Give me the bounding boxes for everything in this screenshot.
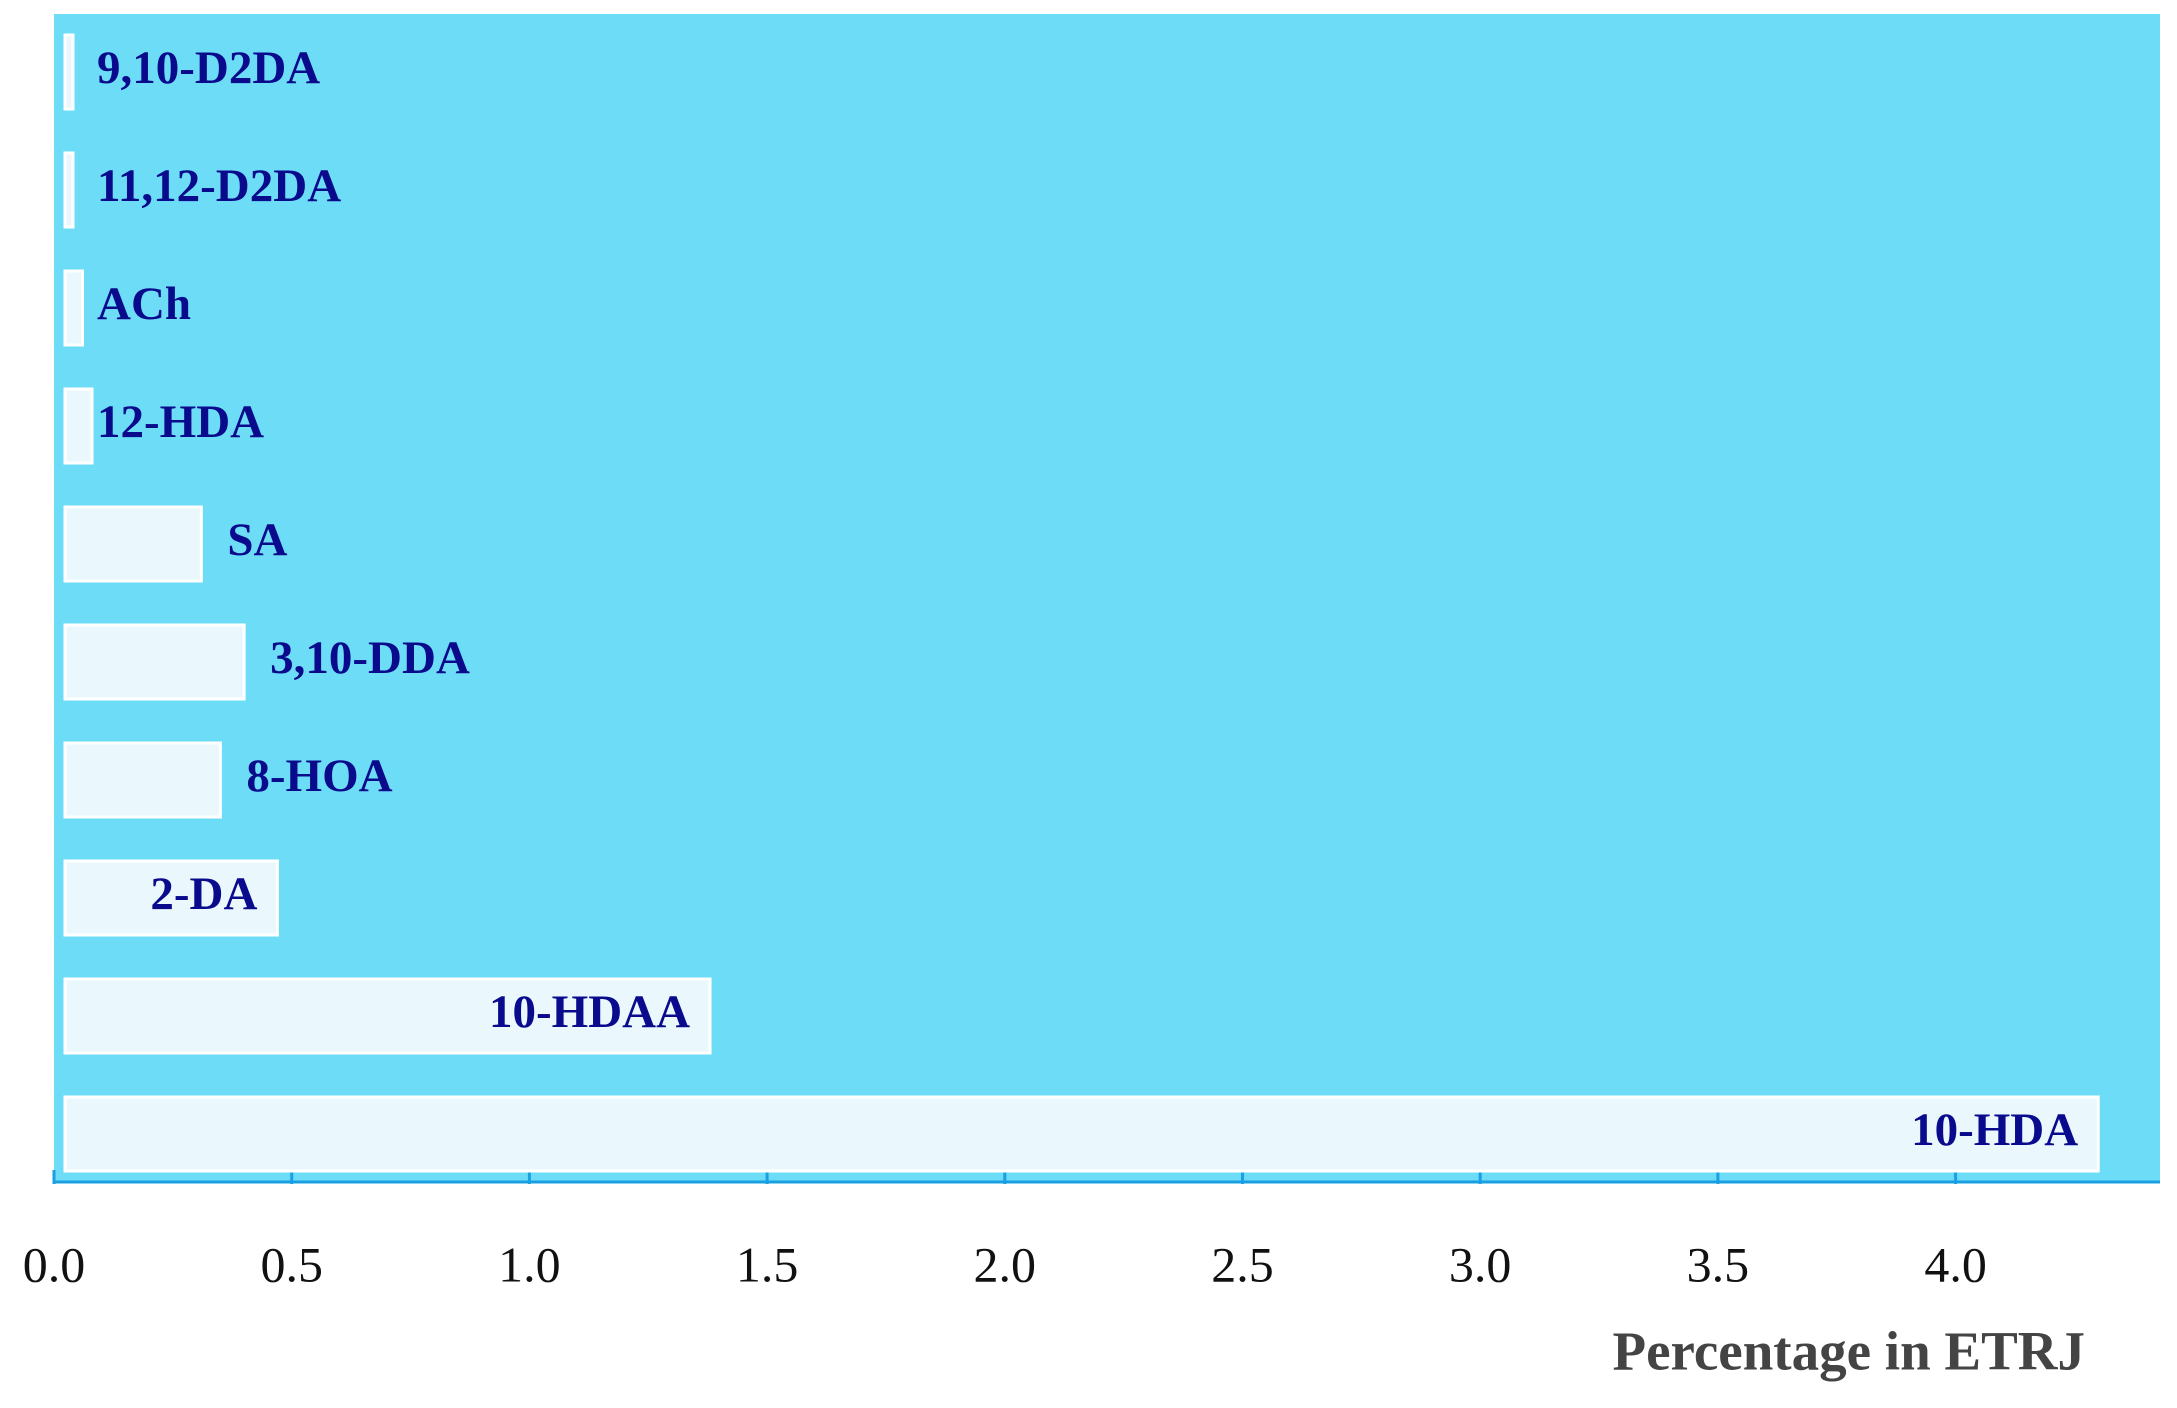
bar-label: SA <box>227 514 287 566</box>
bar <box>63 977 712 1055</box>
bar <box>63 269 85 347</box>
bar <box>63 505 203 583</box>
bar-label: ACh <box>97 278 191 330</box>
bar <box>63 623 246 701</box>
x-tick-label: 0.0 <box>23 1236 86 1292</box>
bar <box>63 387 94 465</box>
bar <box>63 859 279 937</box>
x-tick-label: 0.5 <box>260 1236 323 1292</box>
bar-label: 10-HDAA <box>489 986 690 1038</box>
x-tick-label: 2.5 <box>1211 1236 1274 1292</box>
bar <box>63 33 75 111</box>
bar <box>63 1095 2100 1173</box>
x-tick-label: 3.0 <box>1449 1236 1512 1292</box>
bar <box>63 741 222 819</box>
bar <box>63 151 75 229</box>
x-tick-label: 3.5 <box>1687 1236 1750 1292</box>
bar-label: 9,10-D2DA <box>97 42 320 94</box>
bar-label: 12-HDA <box>97 396 264 448</box>
x-tick-label: 2.0 <box>974 1236 1037 1292</box>
x-tick-label: 4.0 <box>1924 1236 1987 1292</box>
bar-label: 2-DA <box>150 868 257 920</box>
bar-label: 10-HDA <box>1911 1104 2078 1156</box>
x-tick-label: 1.0 <box>498 1236 561 1292</box>
x-axis-title: Percentage in ETRJ <box>1612 1321 2085 1382</box>
bar-label: 3,10-DDA <box>270 632 470 684</box>
x-tick-label: 1.5 <box>736 1236 799 1292</box>
bar-label: 8-HOA <box>246 750 392 802</box>
bar-label: 11,12-D2DA <box>97 160 341 212</box>
